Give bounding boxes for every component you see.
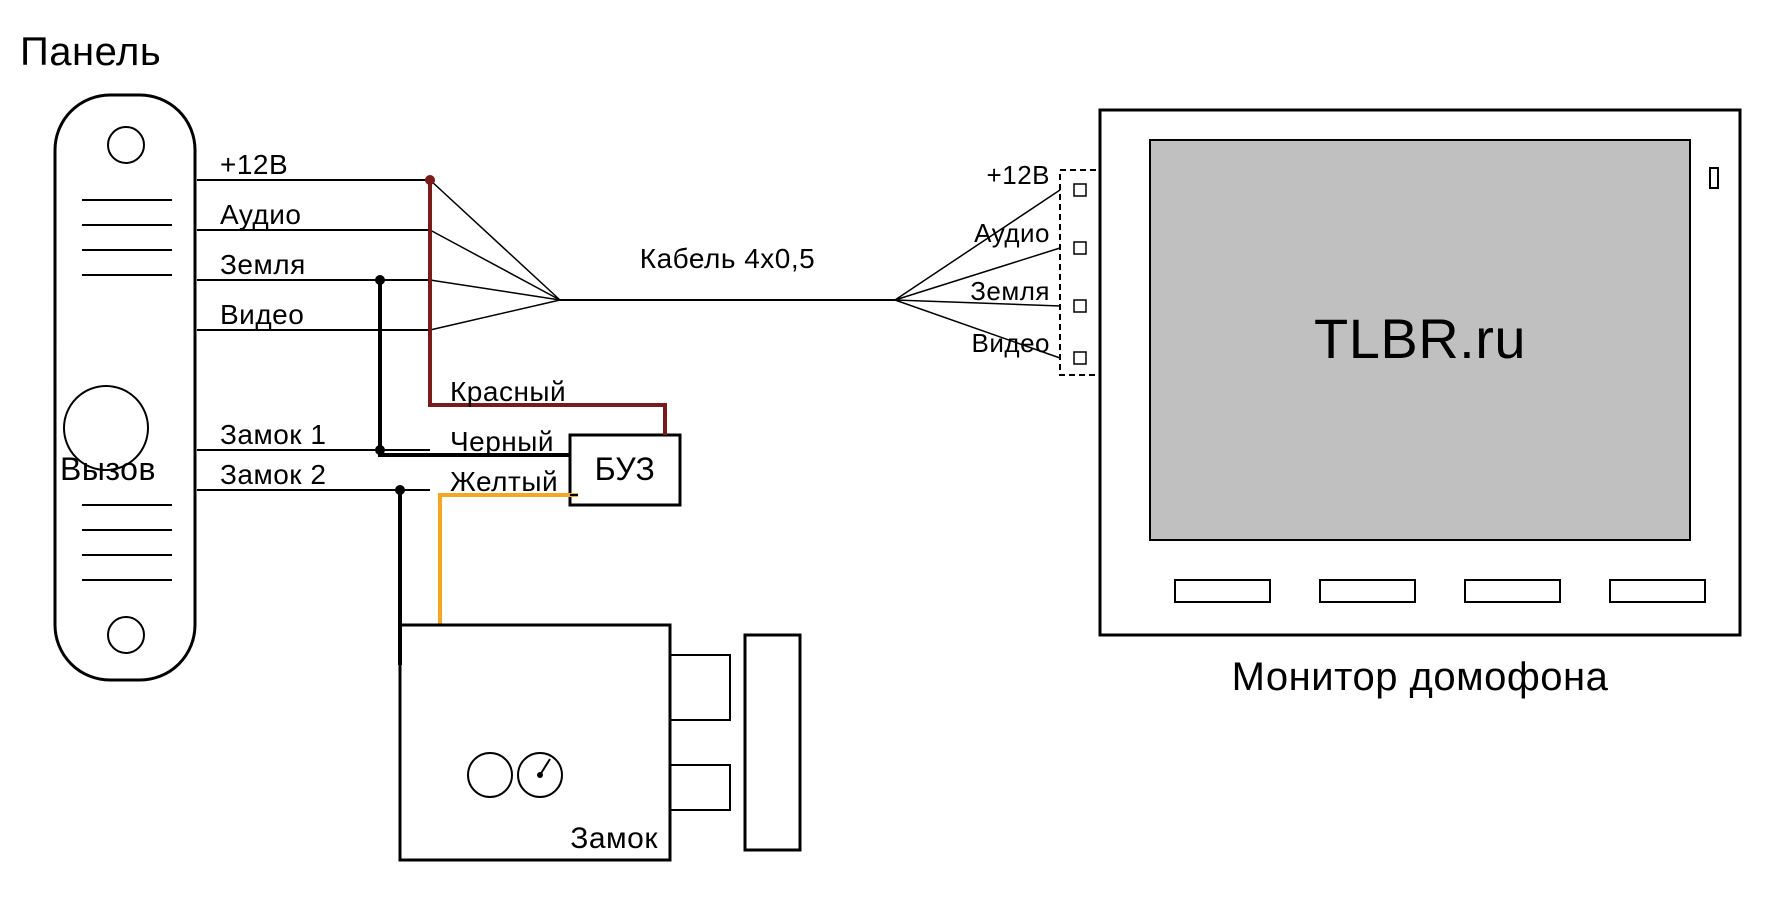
panel-outline (55, 95, 195, 680)
wire-yellow (440, 495, 578, 625)
panel-title-label: Панель (20, 30, 161, 74)
monitor-button-3 (1610, 580, 1705, 602)
wire-red-label: Красный (450, 376, 566, 407)
lock-bolt-0 (670, 655, 730, 720)
wiring-diagram: Панель Вызов +12В Аудио Земля Видео Кабель 4х0… (0, 0, 1786, 917)
wire-yellow-label: Желтый (450, 466, 558, 497)
node-lock2 (395, 485, 405, 495)
wire-audio-label-left: Аудио (220, 199, 301, 230)
node-red-12v (425, 175, 435, 185)
screen-text: TLBR.ru (1314, 307, 1526, 370)
wire-12v-label-left: +12В (220, 149, 288, 180)
node-black-ground (375, 275, 385, 285)
mon-video-label: Видео (972, 328, 1050, 358)
wire-video-label-left: Видео (220, 299, 304, 330)
node-black-lock1 (375, 445, 385, 455)
terminal-pin-1 (1074, 242, 1086, 254)
panel-call-label: Вызов (60, 451, 156, 487)
terminal-pin-2 (1074, 300, 1086, 312)
lock-key-dot (537, 772, 543, 778)
terminal-block (1060, 170, 1100, 375)
lock-cylinder-1 (468, 753, 512, 797)
buz-label: БУЗ (595, 451, 656, 487)
wire-lock2-label: Замок 2 (220, 459, 326, 490)
monitor-title-label: Монитор домофона (1232, 655, 1609, 699)
mon-12v-label: +12В (987, 160, 1050, 190)
terminal-pin-3 (1074, 352, 1086, 364)
mon-ground-label: Земля (970, 276, 1050, 306)
wire-video-fan-left (430, 300, 560, 330)
panel-screw-hole-1 (108, 617, 144, 653)
monitor-button-2 (1465, 580, 1560, 602)
monitor-button-0 (1175, 580, 1270, 602)
wire-black-label: Черный (450, 426, 554, 457)
mon-audio-label: Аудио (974, 218, 1050, 248)
wire-ground-label-left: Земля (220, 249, 306, 280)
monitor-button-1 (1320, 580, 1415, 602)
strike-plate (745, 635, 800, 850)
panel-screw-hole-0 (108, 127, 144, 163)
terminal-pin-0 (1074, 184, 1086, 196)
wire-lock1-label: Замок 1 (220, 419, 326, 450)
cable-label: Кабель 4х0,5 (640, 243, 815, 274)
lock-label: Замок (570, 822, 658, 855)
lock-bolt-1 (670, 765, 730, 810)
monitor-led (1710, 168, 1718, 188)
